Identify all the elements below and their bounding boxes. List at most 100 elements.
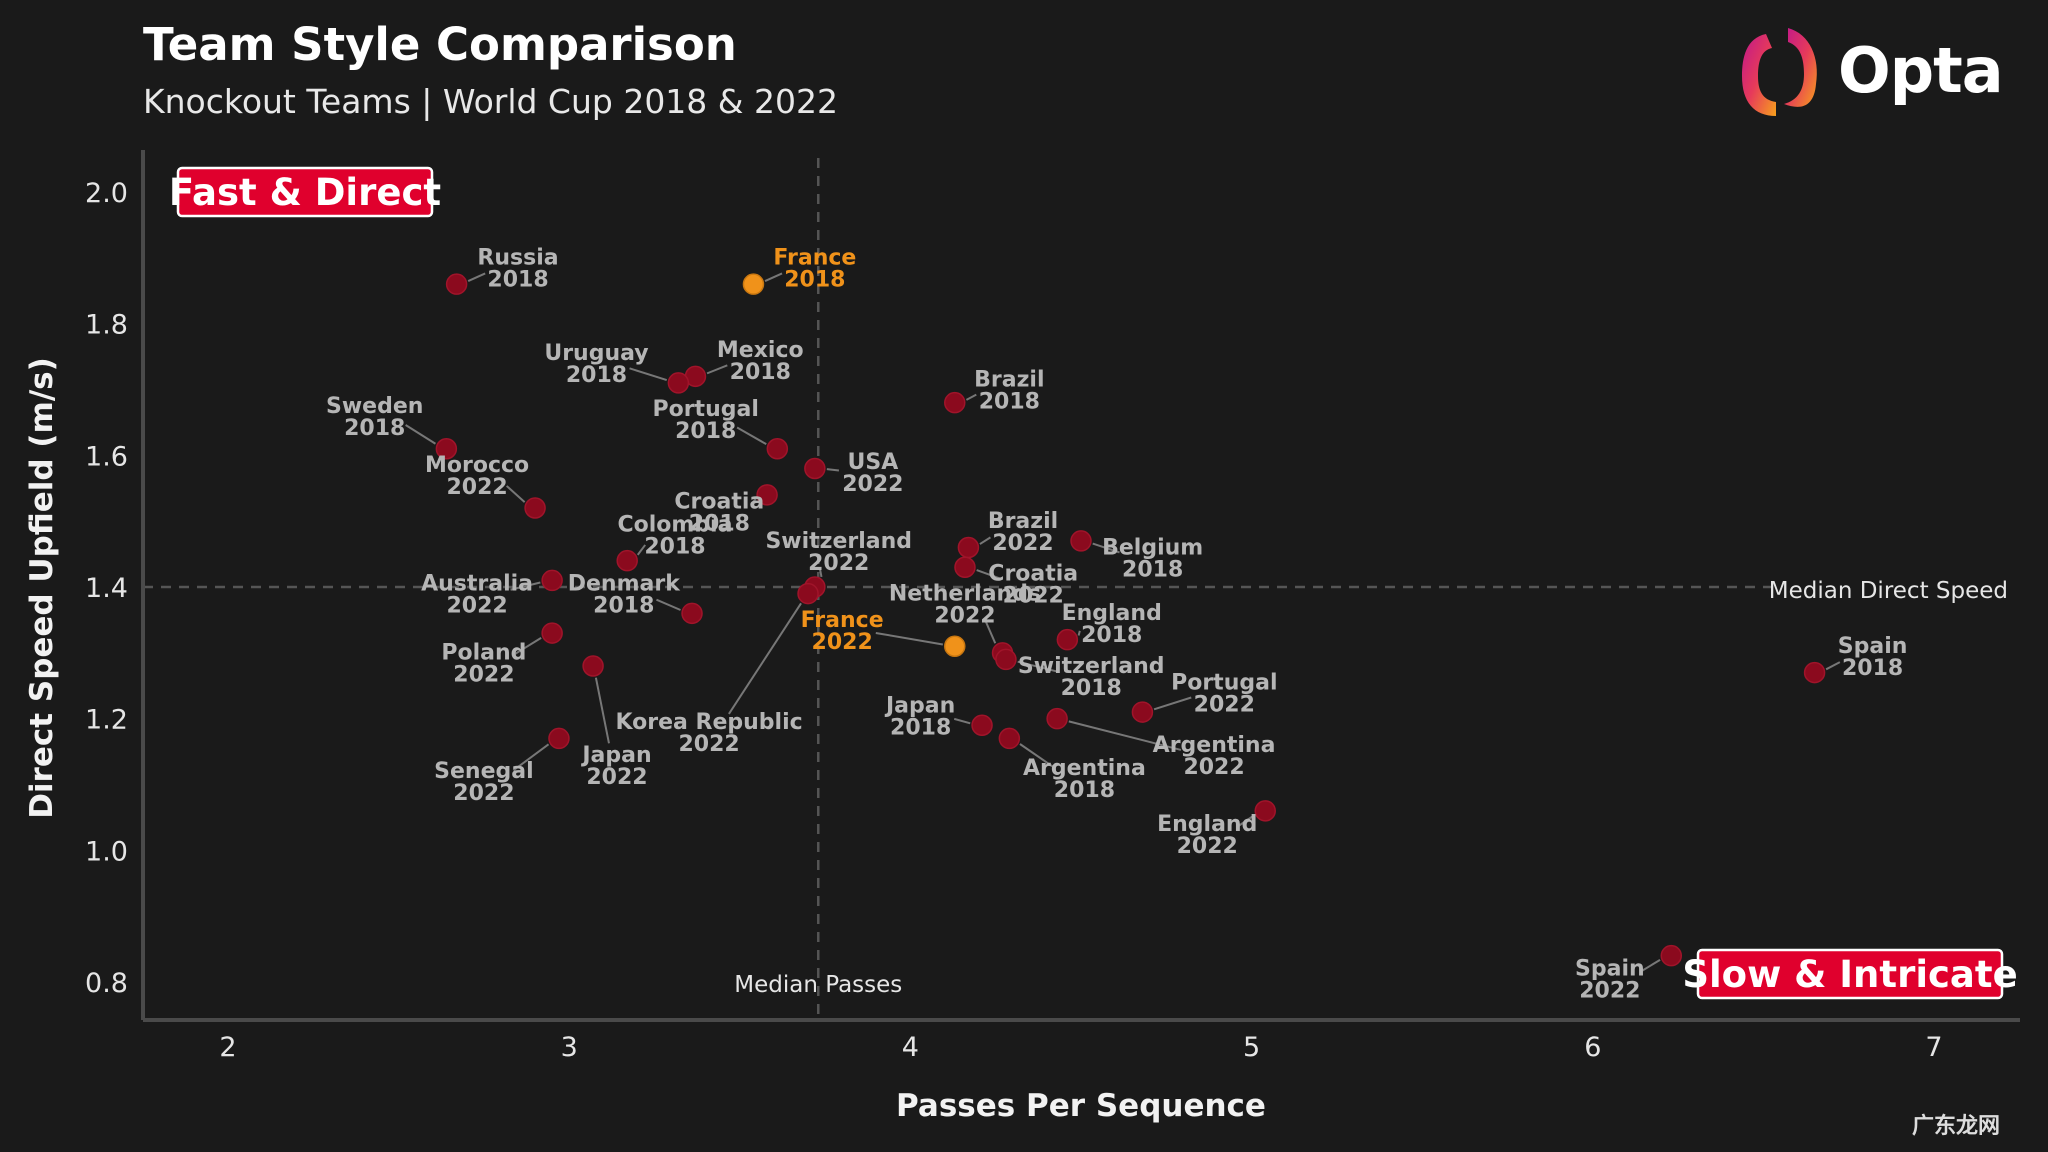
point-label-year: 2022 xyxy=(812,630,873,655)
leader-line xyxy=(1092,542,1120,554)
point-label-year: 2022 xyxy=(678,732,739,757)
point-label-team: Spain xyxy=(1838,634,1908,659)
leader-line xyxy=(953,717,971,725)
quadrant-label-bottom-right: Slow & Intricate xyxy=(1682,953,2017,996)
data-point xyxy=(797,582,819,605)
point-label-team: Switzerland xyxy=(765,529,912,554)
point-label-team: Brazil xyxy=(974,368,1044,393)
point-label-team: France xyxy=(801,608,884,633)
point-label: England 2018 xyxy=(1062,601,1162,648)
leader-line xyxy=(764,272,783,282)
point-label-year: 2018 xyxy=(689,511,750,536)
data-point xyxy=(1660,944,1683,967)
point-label: France 2018 xyxy=(773,246,856,293)
point-label-team: Argentina xyxy=(1023,756,1146,781)
opta-logo: Opta xyxy=(1738,24,2004,124)
leader-line xyxy=(1077,630,1081,636)
data-point xyxy=(944,635,966,657)
point-label: Senegal 2022 xyxy=(434,759,533,806)
point-label-team: Spain xyxy=(1575,957,1645,982)
leader-line xyxy=(514,637,542,655)
point-label-year: 2022 xyxy=(1194,692,1255,717)
point-label: Argentina 2018 xyxy=(1023,756,1146,803)
point-label: Sweden 2018 xyxy=(326,394,423,441)
watermark: 广东龙网 xyxy=(1912,1114,2001,1139)
leader-line xyxy=(1153,696,1192,711)
point-label: Korea Republic 2022 xyxy=(615,710,802,757)
y-tick-label: 1.4 xyxy=(85,573,128,604)
point-label-year: 2018 xyxy=(730,360,791,385)
quadrant-label-top-left: Fast & Direct xyxy=(169,171,441,214)
data-point xyxy=(756,484,778,506)
point-label-year: 2022 xyxy=(453,663,514,688)
point-label-team: Japan xyxy=(884,693,955,718)
point-label-team: Poland xyxy=(441,641,526,666)
x-tick-label: 5 xyxy=(1243,1032,1260,1063)
point-label: Japan 2022 xyxy=(580,743,651,790)
point-label-year: 2022 xyxy=(992,531,1053,556)
leader-line xyxy=(594,677,610,744)
leader-line xyxy=(1238,814,1255,827)
point-label: Netherlands 2022 xyxy=(889,581,1041,628)
leader-line xyxy=(467,272,486,282)
point-label-year: 2022 xyxy=(1003,584,1064,609)
y-tick-label: 1.0 xyxy=(85,836,128,867)
point-label: France 2022 xyxy=(801,608,884,655)
point-label-year: 2018 xyxy=(1842,656,1903,681)
leader-line xyxy=(826,468,840,472)
leader-line xyxy=(875,631,944,646)
leader-line xyxy=(1019,743,1055,769)
data-point xyxy=(957,536,980,559)
leader-line xyxy=(505,485,526,503)
data-point xyxy=(954,556,976,578)
point-label: Switzerland 2018 xyxy=(1018,654,1165,701)
point-label-year: 2022 xyxy=(446,475,507,500)
data-point xyxy=(1131,701,1154,723)
leader-line xyxy=(750,498,757,505)
point-label-team: Argentina xyxy=(1153,733,1276,758)
point-label-team: Portugal xyxy=(652,397,758,422)
point-label: Uruguay 2018 xyxy=(544,341,648,388)
point-label: Mexico 2018 xyxy=(717,338,804,385)
point-label-year: 2018 xyxy=(344,416,405,441)
point-label: Switzerland 2022 xyxy=(765,529,912,576)
leader-line xyxy=(629,367,668,382)
point-label-year: 2022 xyxy=(842,472,903,497)
point-label-year: 2022 xyxy=(934,603,995,628)
point-label-year: 2018 xyxy=(1081,623,1142,648)
leader-line xyxy=(510,581,541,591)
point-label-team: USA xyxy=(847,450,898,475)
point-label: Russia 2018 xyxy=(477,246,558,293)
point-label: Spain 2022 xyxy=(1575,957,1645,1004)
leader-line xyxy=(656,598,681,611)
data-point xyxy=(944,391,966,414)
point-label: Australia 2022 xyxy=(421,572,533,619)
point-label-team: Switzerland xyxy=(1018,654,1165,679)
opta-logo-icon xyxy=(1742,28,1817,116)
point-label-team: Morocco xyxy=(425,453,529,478)
point-label-year: 2018 xyxy=(593,594,654,619)
data-point xyxy=(1056,628,1079,651)
x-tick-label: 3 xyxy=(561,1032,578,1063)
point-label-team: Brazil xyxy=(988,509,1058,534)
data-point xyxy=(995,648,1017,671)
point-label-year: 2022 xyxy=(1579,979,1640,1004)
point-label-team: Denmark xyxy=(568,572,681,597)
point-label-team: Belgium xyxy=(1102,535,1203,560)
y-tick-label: 1.6 xyxy=(85,441,128,472)
point-label-year: 2018 xyxy=(675,419,736,444)
x-tick-label: 7 xyxy=(1925,1032,1942,1063)
point-label: England 2022 xyxy=(1157,812,1257,859)
median-passes-label: Median Passes xyxy=(734,972,902,998)
point-label-team: France xyxy=(773,246,856,271)
data-point xyxy=(524,497,546,519)
leader-line xyxy=(728,602,802,715)
point-label: Japan 2018 xyxy=(884,693,955,740)
point-label-year: 2022 xyxy=(1183,755,1244,780)
quadrant-box-top-left xyxy=(176,166,434,218)
data-point xyxy=(667,372,690,394)
leader-line xyxy=(1825,661,1841,671)
point-label-year: 2018 xyxy=(1054,778,1115,803)
point-label-team: Senegal xyxy=(434,759,533,784)
